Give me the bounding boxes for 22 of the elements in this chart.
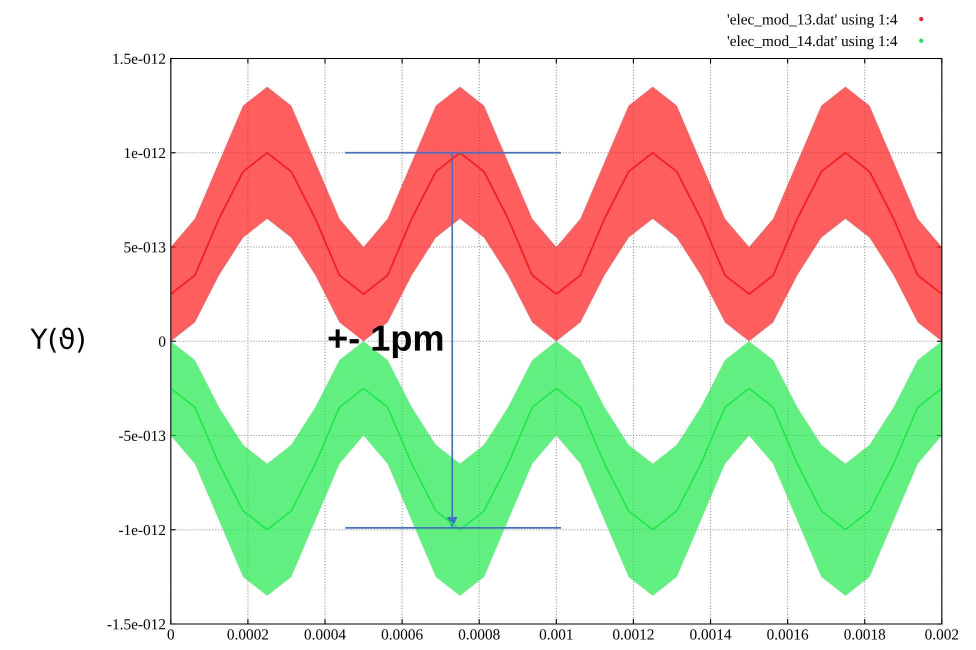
x-tick-label: 0.0002 xyxy=(227,629,268,640)
x-tick-label: 0.001 xyxy=(540,629,573,640)
legend-label: 'elec_mod_14.dat' using 1:4 xyxy=(728,35,898,50)
y-tick-label: 1.5e-012 xyxy=(113,54,166,64)
y-tick-label: 1e-012 xyxy=(124,148,166,158)
x-tick-label: 0.0004 xyxy=(304,629,346,640)
y-tick-label: 0 xyxy=(158,336,166,347)
y-axis-title: Y(ϑ) xyxy=(30,328,84,353)
x-tick-label: 0.0006 xyxy=(382,629,423,640)
annotation: +- 1pm xyxy=(328,326,442,358)
x-tick-label: 0.002 xyxy=(925,629,958,640)
legend-label: 'elec_mod_13.dat' using 1:4 xyxy=(728,14,898,28)
y-tick-label: -1e-012 xyxy=(118,524,166,536)
x-tick-label: 0.0014 xyxy=(690,629,732,640)
y-tick-label: 5e-013 xyxy=(124,242,166,252)
x-tick-label: 0.0008 xyxy=(458,629,500,640)
x-tick-label: 0 xyxy=(168,629,174,640)
y-tick-label: -1.5e-012 xyxy=(108,619,166,630)
x-tick-label: 0.0012 xyxy=(613,629,654,640)
y-tick-label: -5e-013 xyxy=(118,430,166,441)
x-tick-label: 0.0018 xyxy=(844,629,886,640)
x-tick-label: 0.0016 xyxy=(767,629,808,640)
